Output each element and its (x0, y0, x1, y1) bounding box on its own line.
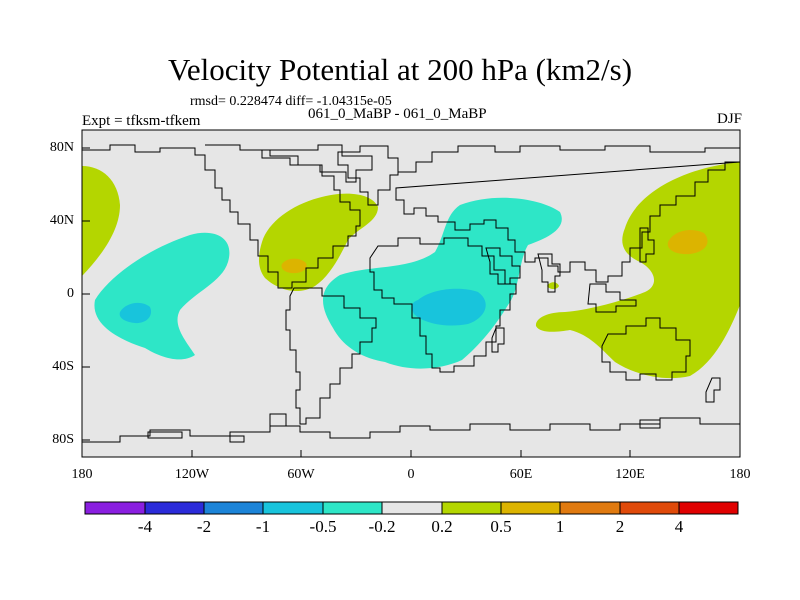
colorbar-label-2: 2 (615, 517, 625, 536)
longitude-ticks (81, 450, 741, 457)
coastline-japan (639, 227, 655, 263)
coastline-antarctica (82, 417, 740, 443)
positive-core-north-america (281, 258, 307, 274)
lon-label-180w: 180 (71, 467, 93, 482)
latitude-ticks (82, 147, 90, 441)
colorbar-label-neg4: -4 (137, 517, 153, 536)
coastline-arctic-islands (261, 144, 373, 183)
lat-label-80s: 80S (52, 432, 74, 447)
coastline-antarctic-peninsula (147, 413, 661, 443)
negative-core-pacific (119, 302, 152, 324)
lon-label-120e: 120E (615, 467, 645, 482)
colorbar-label-0-2: 0.2 (431, 517, 453, 536)
negative-region-atlantic-africa (323, 197, 562, 369)
coastline-indonesia (587, 283, 637, 313)
colorbar (84, 501, 739, 515)
experiment-label: Expt = tfksm-tfkem (82, 113, 201, 129)
lon-label-60w: 60W (287, 467, 315, 482)
coastline-north-america (82, 144, 361, 289)
colorbar-label-0-5: 0.5 (490, 517, 512, 536)
positive-region-west-pacific-edge (82, 166, 120, 276)
lat-label-40n: 40N (49, 213, 74, 228)
colorbar-label-1: 1 (555, 517, 565, 536)
colorbar-label-neg2: -2 (196, 517, 212, 536)
lat-label-40s: 40S (52, 359, 74, 374)
lon-label-0: 0 (407, 467, 415, 482)
coastline-africa (369, 237, 517, 373)
colorbar-box-10 (678, 501, 739, 515)
coastline-madagascar (491, 327, 505, 353)
colorbar-box-0 (84, 501, 146, 515)
colorbar-label-neg0-5: -0.5 (309, 517, 337, 536)
colorbar-box-4 (322, 501, 383, 515)
lon-label-180e: 180 (729, 467, 751, 482)
map-title: Velocity Potential at 200 hPa (km2/s) (167, 52, 633, 87)
coastline-eurasia (395, 145, 741, 283)
case-pair-text: 061_0_MaBP - 061_0_MaBP (308, 106, 487, 122)
coastline-greenland (337, 145, 399, 206)
coastline-australia (601, 317, 691, 381)
negative-region-pacific (94, 232, 230, 360)
continent-outlines (82, 144, 741, 443)
coastline-india (537, 253, 561, 293)
colorbar-box-2 (203, 501, 264, 515)
negative-core-africa (411, 288, 486, 326)
lat-label-80n: 80N (49, 140, 74, 155)
positive-region-indo-pacific (535, 162, 740, 379)
lon-label-120w: 120W (174, 467, 210, 482)
lat-label-0: 0 (67, 286, 74, 301)
colorbar-box-5 (381, 501, 443, 515)
colorbar-box-9 (619, 501, 680, 515)
lon-label-60e: 60E (509, 467, 533, 482)
coastline-new-zealand (705, 377, 721, 403)
colorbar-label-4: 4 (674, 517, 684, 536)
coastline-south-america (285, 287, 377, 425)
positive-blob-small (547, 282, 559, 289)
positive-core-indo-pacific (667, 230, 708, 255)
colorbar-label-neg0-2: -0.2 (368, 517, 396, 536)
stats-text: rmsd= 0.228474 diff= -1.04315e-05 (190, 94, 392, 109)
coastline-arabia (485, 247, 521, 285)
season-label: DJF (716, 111, 742, 127)
colorbar-box-7 (500, 501, 561, 515)
colorbar-box-8 (559, 501, 621, 515)
colorbar-box-6 (441, 501, 502, 515)
colorbar-box-1 (144, 501, 205, 515)
colorbar-label-neg1: -1 (255, 517, 271, 536)
colorbar-box-3 (262, 501, 324, 515)
